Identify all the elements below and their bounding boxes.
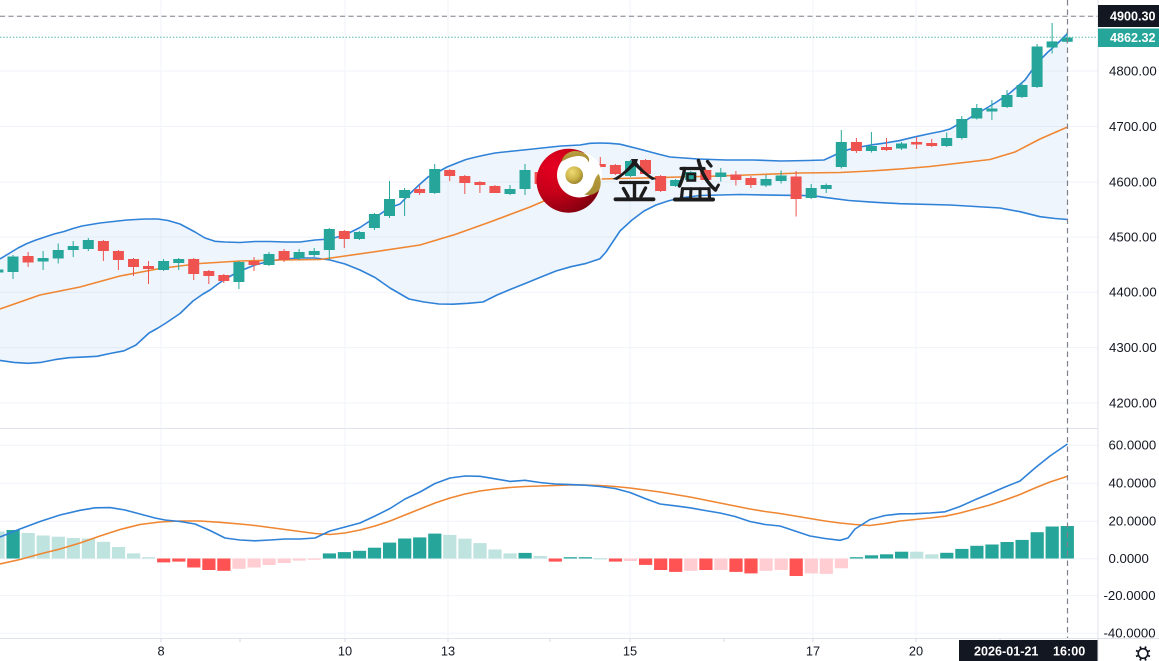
svg-text:4862.32: 4862.32 <box>1110 31 1156 45</box>
svg-text:4800.00: 4800.00 <box>1109 63 1157 78</box>
svg-text:16:00: 16:00 <box>1053 645 1085 659</box>
svg-text:8: 8 <box>157 644 164 659</box>
svg-text:-20.0000: -20.0000 <box>1104 588 1156 603</box>
svg-text:20: 20 <box>909 644 923 659</box>
svg-text:40.0000: 40.0000 <box>1109 476 1157 491</box>
svg-text:60.0000: 60.0000 <box>1109 438 1157 453</box>
svg-text:4600.00: 4600.00 <box>1109 174 1157 189</box>
svg-text:4500.00: 4500.00 <box>1109 229 1157 244</box>
svg-text:4700.00: 4700.00 <box>1109 119 1157 134</box>
svg-text:4900.30: 4900.30 <box>1110 10 1156 24</box>
svg-text:13: 13 <box>441 644 455 659</box>
svg-text:2026-01-21: 2026-01-21 <box>974 645 1038 659</box>
svg-text:0.0000: 0.0000 <box>1109 551 1149 566</box>
svg-text:10: 10 <box>338 644 352 659</box>
svg-text:4200.00: 4200.00 <box>1109 395 1157 410</box>
svg-text:-40.0000: -40.0000 <box>1104 626 1156 641</box>
svg-text:17: 17 <box>806 644 820 659</box>
svg-text:15: 15 <box>623 644 637 659</box>
svg-text:4400.00: 4400.00 <box>1109 285 1157 300</box>
svg-text:20.0000: 20.0000 <box>1109 514 1157 529</box>
svg-text:4300.00: 4300.00 <box>1109 340 1157 355</box>
